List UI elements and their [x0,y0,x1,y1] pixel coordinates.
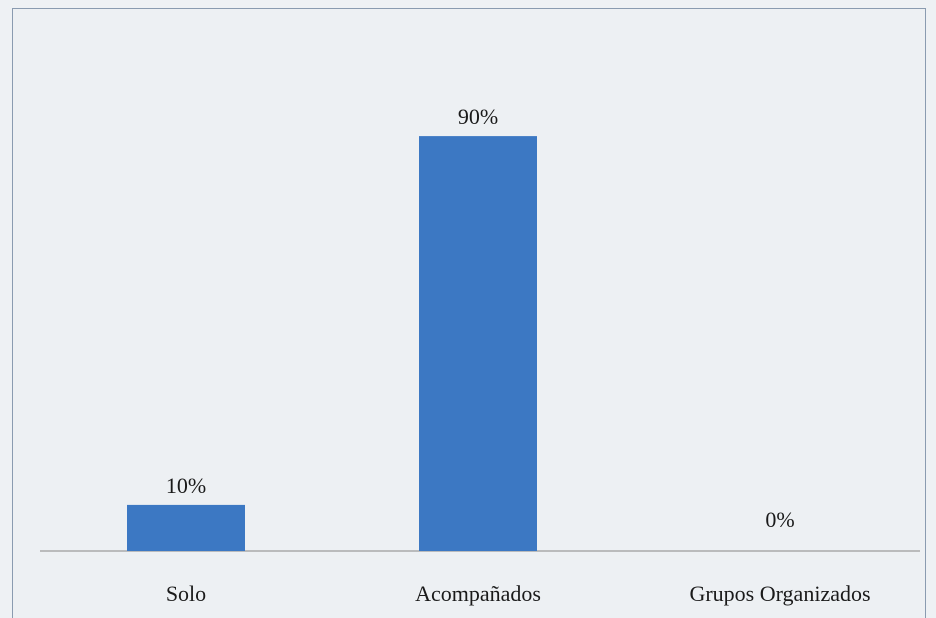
data-label-0: 10% [166,473,206,498]
category-label-2: Grupos Organizados [689,581,870,606]
data-label-1: 90% [458,104,498,129]
category-label-1: Acompañados [415,581,541,606]
category-label-0: Solo [166,581,206,606]
value-labels-group: 10% 90% 0% [166,104,795,532]
bars-group [127,136,537,551]
data-label-2: 0% [765,507,794,532]
tick-labels-group: Solo Acompañados Grupos Organizados [166,581,871,606]
bar-0 [127,504,245,551]
bar-1 [419,136,537,551]
